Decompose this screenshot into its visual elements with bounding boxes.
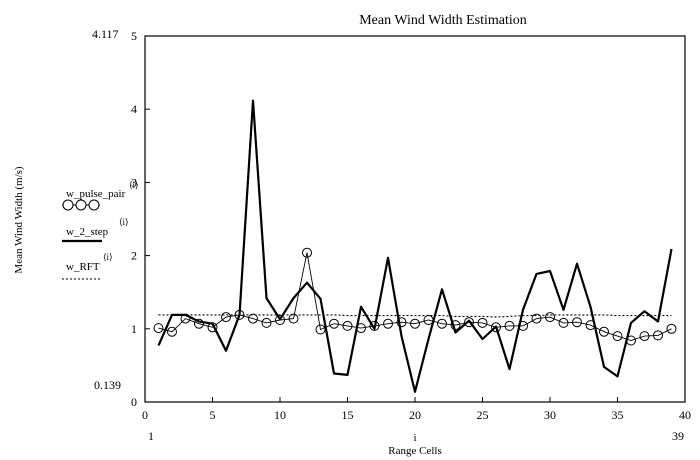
legend-marker-circle xyxy=(89,200,99,210)
x-tick-label: 25 xyxy=(477,408,489,422)
legend-sup-w-2-step: ⟨i⟩ xyxy=(119,217,129,227)
y-tick-label: 2 xyxy=(131,249,137,263)
x-tick-label: 35 xyxy=(612,408,624,422)
legend-item-w-pulse-pair: w_pulse_pair ⟨i⟩ xyxy=(62,180,139,210)
y-axis-label: Mean Wind Width (m/s) xyxy=(13,166,25,274)
legend: w_pulse_pair ⟨i⟩ w_2_step ⟨i⟩ w_RFT ⟨i⟩ xyxy=(62,180,139,279)
legend-label-w-pulse-pair: w_pulse_pair xyxy=(66,188,126,200)
x-axis-variable: i xyxy=(413,432,416,444)
x-tick-label: 30 xyxy=(544,408,556,422)
x-tick-label: 15 xyxy=(342,408,354,422)
y-bound-max: 4.117 xyxy=(92,27,119,41)
series-layer xyxy=(154,101,676,392)
y-bound-min: 0.139 xyxy=(94,378,121,392)
x-tick-label: 40 xyxy=(679,408,691,422)
legend-label-w-2-step: w_2_step xyxy=(66,226,109,238)
chart-title: Mean Wind Width Estimation xyxy=(359,13,527,28)
x-bound-min: 1 xyxy=(148,429,154,443)
legend-sup-w-rft: ⟨i⟩ xyxy=(103,252,113,262)
series-line-w-2-step xyxy=(159,101,672,392)
y-tick-label: 5 xyxy=(131,29,137,43)
x-tick-label: 10 xyxy=(274,408,286,422)
y-tick-label: 4 xyxy=(131,102,137,116)
legend-marker-circle xyxy=(76,200,86,210)
legend-label-w-rft: w_RFT xyxy=(66,261,100,273)
y-tick-label: 0 xyxy=(131,395,137,409)
plot-frame xyxy=(145,36,685,402)
legend-item-w-2-step: w_2_step ⟨i⟩ xyxy=(62,217,129,241)
x-tick-label: 5 xyxy=(210,408,216,422)
y-tick-label: 1 xyxy=(131,322,137,336)
x-tick-label: 20 xyxy=(409,408,421,422)
x-tick-label: 0 xyxy=(142,408,148,422)
legend-sup-w-pulse-pair: ⟨i⟩ xyxy=(129,180,139,190)
x-bound-max: 39 xyxy=(672,429,684,443)
x-axis-ticks: 0 5 10 15 20 25 30 35 40 xyxy=(142,397,691,422)
x-axis-label: Range Cells xyxy=(388,445,441,457)
legend-marker-circle xyxy=(63,200,73,210)
legend-item-w-rft: w_RFT ⟨i⟩ xyxy=(62,252,113,279)
